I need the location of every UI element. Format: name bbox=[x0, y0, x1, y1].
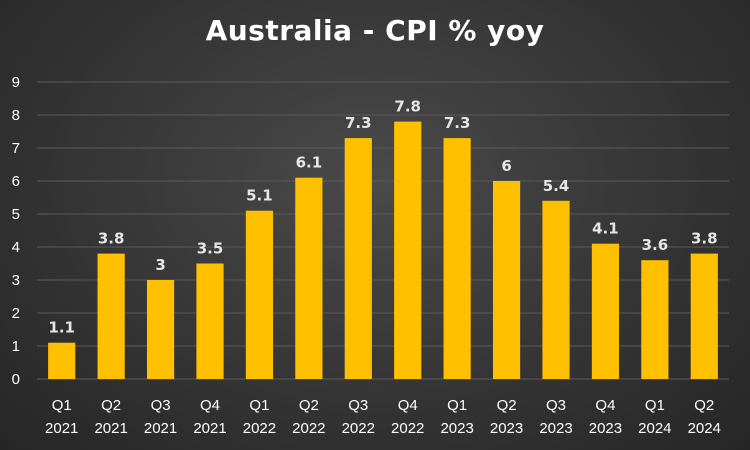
x-tick-label-year: 2023 bbox=[589, 420, 622, 437]
y-tick-label: 3 bbox=[12, 272, 20, 289]
x-tick-label-quarter: Q2 bbox=[497, 397, 517, 414]
x-tick-label-quarter: Q1 bbox=[645, 397, 665, 414]
data-label: 4.1 bbox=[592, 220, 619, 238]
y-tick-label: 5 bbox=[12, 206, 20, 223]
chart-title: Australia - CPI % yoy bbox=[205, 14, 545, 47]
data-label: 3.6 bbox=[642, 236, 669, 254]
x-tick-label-quarter: Q2 bbox=[694, 397, 714, 414]
data-label: 3.8 bbox=[98, 230, 125, 248]
x-tick-label-year: 2021 bbox=[144, 420, 177, 437]
data-label: 3.5 bbox=[197, 240, 224, 258]
bar bbox=[591, 243, 620, 379]
bar bbox=[48, 342, 76, 379]
y-tick-label: 7 bbox=[12, 140, 20, 157]
x-tick-label-quarter: Q2 bbox=[101, 397, 121, 414]
x-tick-label-quarter: Q3 bbox=[151, 397, 171, 414]
y-tick-label: 0 bbox=[12, 371, 20, 388]
data-label: 7.3 bbox=[345, 114, 372, 132]
data-label: 6 bbox=[501, 157, 511, 175]
bar bbox=[542, 200, 570, 379]
x-tick-label-quarter: Q1 bbox=[447, 397, 467, 414]
bar bbox=[394, 121, 422, 379]
y-tick-label: 6 bbox=[12, 173, 20, 190]
x-tick-label-quarter: Q2 bbox=[299, 397, 319, 414]
x-tick-label-year: 2022 bbox=[342, 420, 375, 437]
bar bbox=[492, 181, 521, 379]
data-label: 6.1 bbox=[296, 154, 323, 172]
x-tick-label-year: 2024 bbox=[638, 420, 671, 437]
x-tick-label-year: 2023 bbox=[490, 420, 523, 437]
bar bbox=[295, 177, 323, 379]
x-tick-label-year: 2021 bbox=[193, 420, 226, 437]
x-tick-label-quarter: Q4 bbox=[398, 397, 418, 414]
data-label: 7.3 bbox=[444, 114, 471, 132]
x-tick-label-quarter: Q3 bbox=[348, 397, 368, 414]
x-tick-label-year: 2021 bbox=[94, 420, 127, 437]
x-tick-label-quarter: Q3 bbox=[546, 397, 566, 414]
y-tick-label: 8 bbox=[12, 107, 20, 124]
x-tick-label-quarter: Q4 bbox=[595, 397, 615, 414]
data-label: 3.8 bbox=[691, 230, 718, 248]
x-tick-label-quarter: Q1 bbox=[249, 397, 269, 414]
bar bbox=[641, 260, 669, 379]
x-tick-label-year: 2022 bbox=[243, 420, 276, 437]
x-tick-label-year: 2023 bbox=[440, 420, 473, 437]
x-tick-label-quarter: Q1 bbox=[52, 397, 72, 414]
data-label: 5.4 bbox=[543, 177, 570, 195]
x-tick-label-quarter: Q4 bbox=[200, 397, 220, 414]
data-label: 3 bbox=[155, 256, 165, 274]
y-tick-label: 4 bbox=[12, 239, 20, 256]
y-tick-label: 9 bbox=[12, 74, 20, 91]
data-label: 5.1 bbox=[246, 187, 273, 205]
y-tick-label: 1 bbox=[12, 338, 20, 355]
bar bbox=[443, 138, 471, 379]
x-tick-label-year: 2021 bbox=[45, 420, 78, 437]
bar bbox=[245, 210, 274, 379]
bar bbox=[344, 138, 372, 379]
data-label: 1.1 bbox=[48, 319, 75, 337]
data-label: 7.8 bbox=[394, 98, 421, 116]
x-tick-label-year: 2024 bbox=[688, 420, 721, 437]
bar bbox=[97, 253, 125, 379]
bar bbox=[690, 253, 718, 379]
x-tick-label-year: 2022 bbox=[391, 420, 424, 437]
x-tick-label-year: 2023 bbox=[539, 420, 572, 437]
y-tick-label: 2 bbox=[12, 305, 20, 322]
x-tick-label-year: 2022 bbox=[292, 420, 325, 437]
bar bbox=[196, 263, 224, 379]
bar bbox=[146, 280, 175, 379]
